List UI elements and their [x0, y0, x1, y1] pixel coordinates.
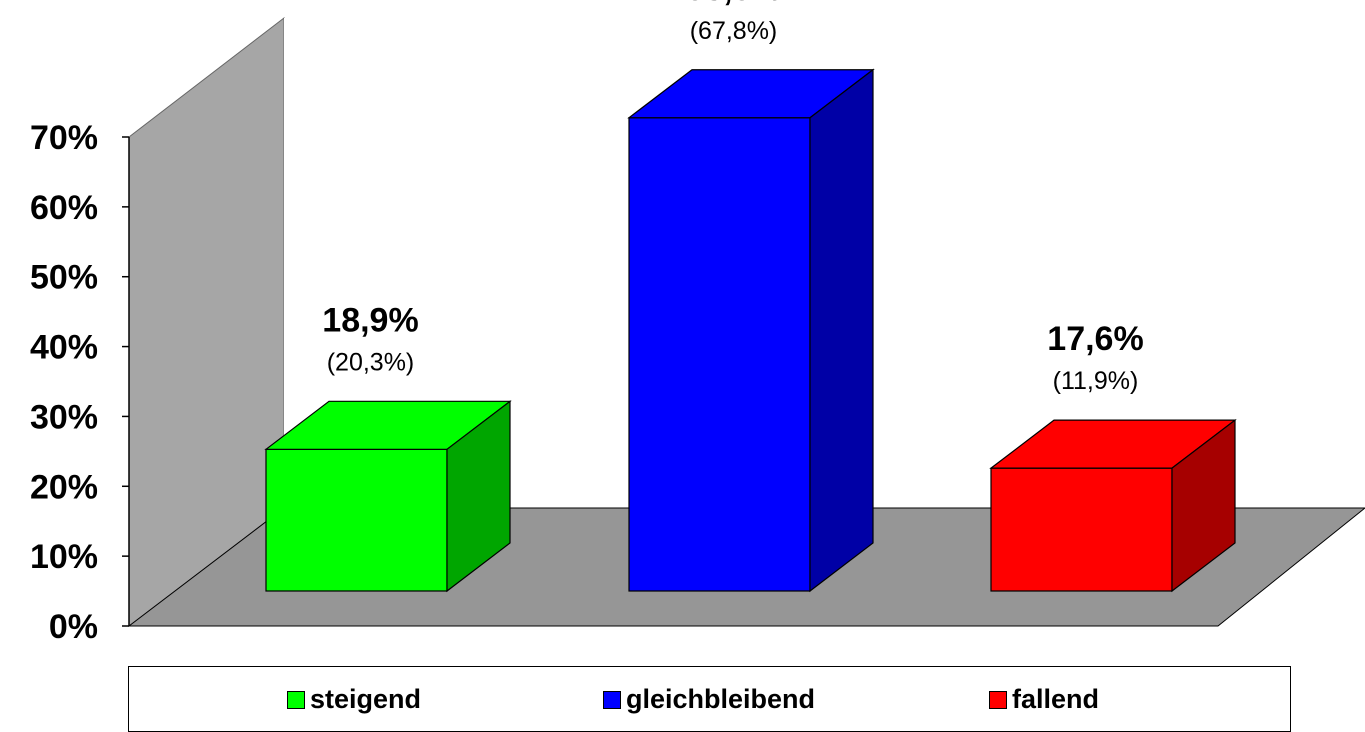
bar-fallend [989, 418, 1237, 593]
bar-side-fallend [1171, 418, 1236, 593]
previous-value-label-gleichbleibend: (67,8%) [690, 17, 778, 45]
bar-front-gleichbleibend [628, 117, 811, 592]
y-tick-label: 70% [30, 119, 98, 157]
y-tick-label: 40% [30, 329, 98, 367]
legend: steigend gleichbleibend fallend [128, 666, 1291, 732]
legend-item-fallend: fallend [989, 684, 1099, 715]
legend-item-gleichbleibend: gleichbleibend [603, 684, 815, 715]
bar-front-fallend [990, 467, 1173, 592]
value-label-gleichbleibend: 63,5% [685, 0, 781, 8]
legend-item-steigend: steigend [287, 684, 421, 715]
value-labels: 18,9% (20,3%) 63,5% (67,8%) 17,6% (11,9%) [322, 0, 1143, 395]
bars [264, 68, 1237, 593]
value-label-steigend: 18,9% [322, 301, 418, 339]
legend-swatch-steigend [287, 690, 305, 709]
y-tick-label: 50% [30, 259, 98, 297]
legend-label-gleichbleibend: gleichbleibend [626, 684, 816, 714]
y-tick-label: 60% [30, 189, 98, 227]
legend-swatch-fallend [989, 690, 1007, 709]
bar-side-steigend [446, 400, 511, 593]
y-tick-label: 30% [30, 398, 98, 436]
legend-label-fallend: fallend [1012, 684, 1100, 714]
y-tick-label: 10% [30, 538, 98, 576]
bar-gleichbleibend [627, 68, 875, 593]
bar-side-gleichbleibend [809, 68, 874, 593]
bar-front-steigend [265, 448, 448, 592]
y-tick-label: 0% [49, 608, 98, 646]
bar-steigend [264, 400, 512, 593]
y-axis: 0% 10% 20% 30% 40% 50% 60% 70% [30, 119, 130, 646]
previous-value-label-steigend: (20,3%) [327, 348, 415, 376]
previous-value-label-fallend: (11,9%) [1053, 367, 1139, 395]
y-tick-label: 20% [30, 468, 98, 506]
value-label-fallend: 17,6% [1047, 320, 1143, 358]
legend-label-steigend: steigend [310, 684, 422, 714]
legend-swatch-gleichbleibend [603, 690, 621, 709]
